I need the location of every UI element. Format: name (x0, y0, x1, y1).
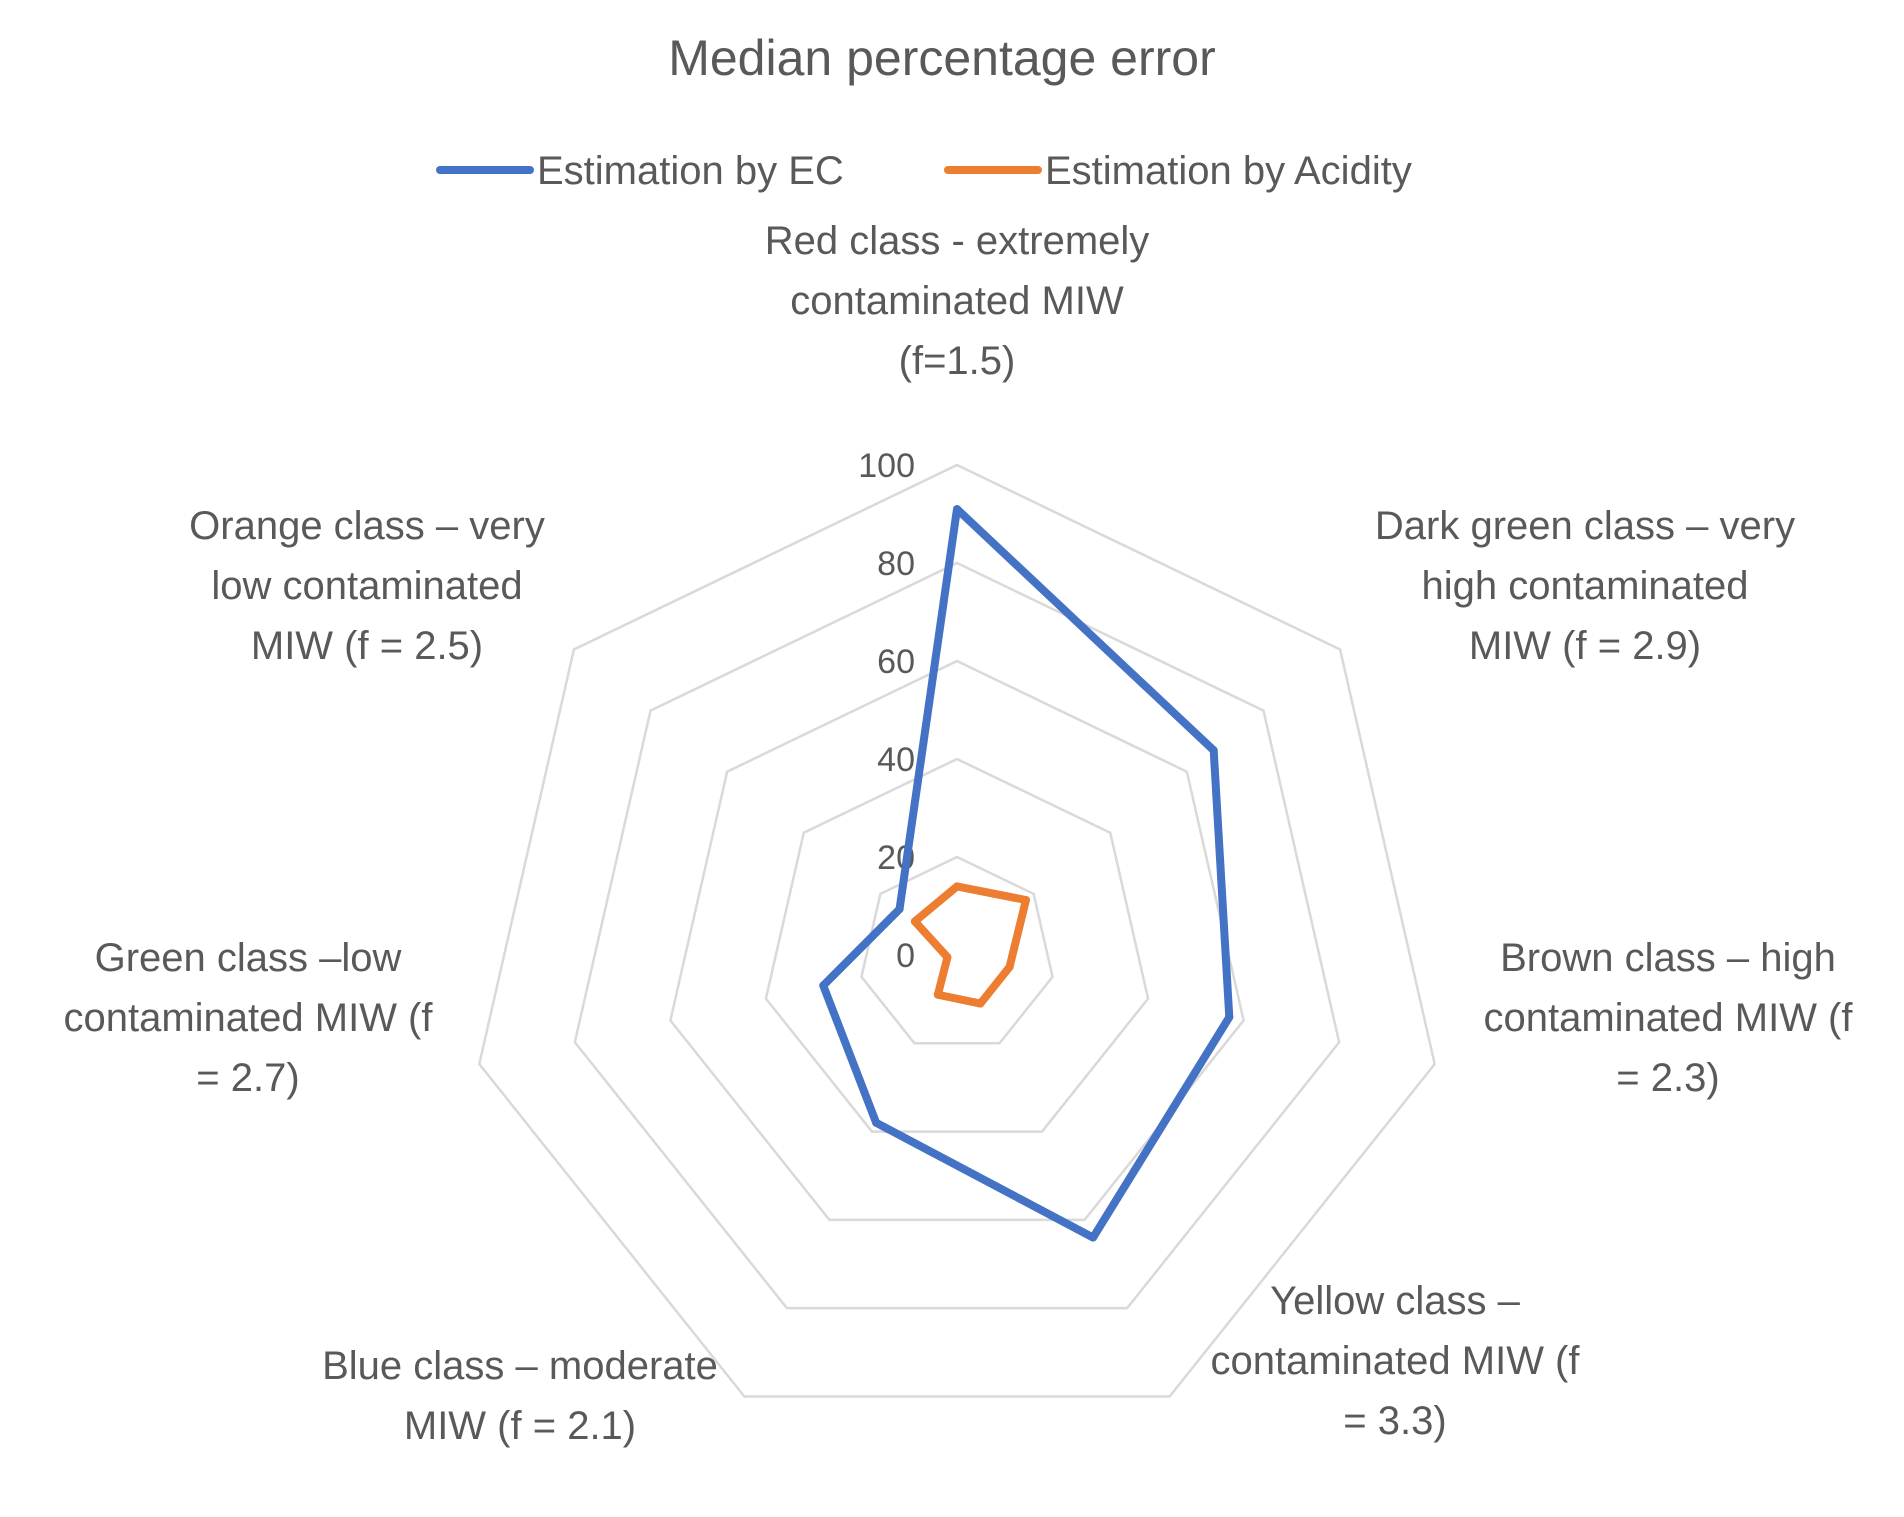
grid-ring (764, 757, 1150, 1133)
category-label: Yellow class – contaminated MIW (f = 3.3) (1210, 1279, 1580, 1443)
chart-title: Median percentage error (668, 30, 1216, 86)
category-label-line: MIW (f = 2.9) (1469, 624, 1701, 668)
data-point (953, 505, 961, 514)
category-label-line: Yellow class – (1270, 1279, 1521, 1323)
tick-label: 40 (877, 741, 915, 779)
legend-item: Estimation by EC (436, 149, 844, 193)
grid-ring (573, 561, 1341, 1310)
data-point (943, 953, 952, 962)
category-label-line: Red class - extremely (765, 219, 1150, 263)
data-point (1089, 1233, 1098, 1242)
legend-label: Estimation by Acidity (1045, 149, 1412, 193)
data-point (895, 905, 904, 914)
data-point (953, 882, 961, 891)
data-point (933, 990, 942, 999)
category-label-line: contaminated MIW (f (1483, 996, 1853, 1040)
category-label-line: Orange class – very (189, 504, 545, 548)
category-label-line: high contaminated (1422, 564, 1749, 608)
data-point (1005, 962, 1014, 971)
legend: Estimation by EC Estimation by Acidity (436, 149, 1412, 193)
category-label: Blue class – moderate MIW (f = 2.1) (322, 1344, 718, 1448)
tick-label: 100 (858, 447, 915, 485)
category-label-line: Blue class – moderate (322, 1344, 718, 1388)
legend-item: Estimation by Acidity (944, 149, 1412, 193)
tick-label: 60 (877, 643, 915, 681)
category-label-line: MIW (f = 2.5) (251, 624, 483, 668)
series-line (819, 505, 1234, 1242)
category-label-line: contaminated MIW (790, 279, 1124, 323)
data-point (910, 917, 919, 926)
legend-label: Estimation by EC (537, 149, 844, 193)
category-label-line: contaminated MIW (f (1210, 1339, 1580, 1383)
data-point (872, 1118, 881, 1127)
tick-label: 80 (877, 545, 915, 583)
category-label: Orange class – very low contaminated MIW (… (189, 504, 545, 668)
category-label-line: low contaminated (211, 564, 522, 608)
category-label: Red class - extremely contaminated MIW (f=… (765, 219, 1150, 383)
data-point (1225, 1013, 1234, 1022)
category-label: Dark green class – very high contaminated… (1375, 504, 1795, 668)
data-point (976, 999, 985, 1008)
tick-label: 0 (896, 937, 915, 975)
category-label-line: MIW (f = 2.1) (404, 1404, 636, 1448)
data-point (819, 981, 828, 990)
grid-ring (669, 659, 1245, 1222)
category-label-line: Green class –low (95, 936, 402, 980)
data-point (1021, 896, 1030, 905)
category-label-line: = 2.7) (196, 1056, 299, 1100)
radar-series (819, 505, 1234, 1242)
category-label-line: = 2.3) (1616, 1056, 1719, 1100)
category-label-line: Brown class – high (1500, 936, 1836, 980)
category-label: Green class –low contaminated MIW (f = 2.7… (63, 936, 433, 1100)
category-label-line: contaminated MIW (f (63, 996, 433, 1040)
category-label: Brown class – high contaminated MIW (f = 2… (1483, 936, 1853, 1100)
radar-grid (477, 463, 1437, 1398)
data-point (1209, 746, 1218, 755)
category-label-line: (f=1.5) (899, 339, 1016, 383)
category-labels: Red class - extremely contaminated MIW (f=… (63, 219, 1853, 1448)
category-label-line: = 3.3) (1343, 1399, 1446, 1443)
series-line (910, 882, 1030, 1008)
grid-ring (477, 463, 1437, 1398)
grid-ring (860, 855, 1054, 1045)
category-label-line: Dark green class – very (1375, 504, 1795, 548)
